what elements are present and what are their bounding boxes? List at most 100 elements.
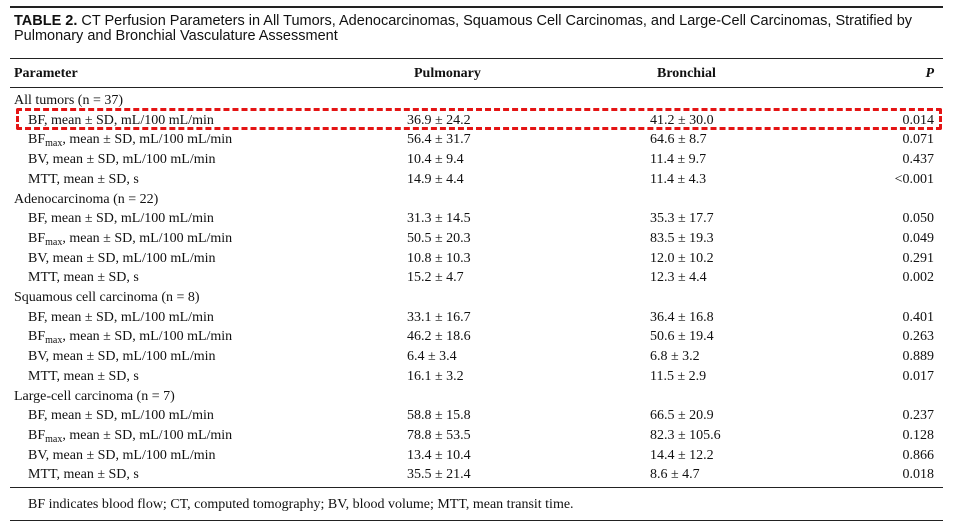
bronchial-cell: 8.6 ± 4.7 <box>650 467 700 483</box>
parameter-cell: BFmax, mean ± SD, mL/100 mL/min <box>28 230 233 248</box>
parameter-cell: BF, mean ± SD, mL/100 mL/min <box>28 309 214 325</box>
pulmonary-cell: 13.4 ± 10.4 <box>407 447 471 463</box>
top-rule <box>10 6 943 8</box>
table-footnote: BF indicates blood flow; CT, computed to… <box>28 497 574 512</box>
p-value-cell: 0.018 <box>902 467 935 483</box>
bronchial-cell: 11.5 ± 2.9 <box>650 368 707 384</box>
pulmonary-cell: 56.4 ± 31.7 <box>407 132 471 148</box>
parameter-cell: MTT, mean ± SD, s <box>28 467 139 483</box>
pulmonary-cell: 58.8 ± 15.8 <box>407 408 471 424</box>
parameter-cell: BFmax, mean ± SD, mL/100 mL/min <box>28 132 232 149</box>
table-row: MTT, mean ± SD, s 35.5 ± 21.4 8.6 ± 4.7 0.0… <box>0 465 960 485</box>
header-bronchial: Bronchial <box>657 66 716 81</box>
p-value-cell: 0.017 <box>902 368 935 384</box>
group-label: Adenocarcinoma (n = 22) <box>14 191 159 207</box>
parameter-cell: MTT, mean ± SD, s <box>28 270 139 286</box>
bronchial-cell: 83.5 ± 19.3 <box>650 230 714 246</box>
pulmonary-cell: 10.8 ± 10.3 <box>407 250 471 266</box>
p-value-cell: 0.401 <box>902 309 935 325</box>
highlight-box <box>16 108 942 130</box>
parameter-cell: MTT, mean ± SD, s <box>28 171 139 187</box>
parameter-main: BF <box>28 427 46 443</box>
p-value-cell: 0.128 <box>902 427 935 443</box>
bronchial-cell: 66.5 ± 20.9 <box>650 408 714 424</box>
table-row: BFmax, mean ± SD, mL/100 mL/min 50.5 ± 20… <box>0 229 960 249</box>
bronchial-cell: 41.2 ± 30.0 <box>650 112 714 128</box>
group-row: Squamous cell carcinoma (n = 8) <box>0 288 960 308</box>
table-row: BF, mean ± SD, mL/100 mL/min 58.8 ± 15.8 6… <box>0 406 960 426</box>
parameter-cell: BFmax, mean ± SD, mL/100 mL/min <box>28 329 233 347</box>
parameter-cell: BF, mean ± SD, mL/100 mL/min <box>28 408 214 424</box>
pulmonary-cell: 33.1 ± 16.7 <box>407 309 471 325</box>
table-label: TABLE 2. <box>14 13 78 29</box>
p-value-cell: 0.050 <box>902 211 935 227</box>
table-row: BFmax, mean ± SD, mL/100 mL/min 46.2 ± 18… <box>0 327 960 347</box>
footnote-bottom-rule <box>10 520 943 521</box>
table-row: MTT, mean ± SD, s 16.1 ± 3.2 11.5 ± 2.9 0.0… <box>0 367 960 387</box>
pulmonary-cell: 14.9 ± 4.4 <box>407 171 464 187</box>
group-row: Adenocarcinoma (n = 22) <box>0 190 960 210</box>
caption-line-2: Pulmonary and Bronchial Vasculature Asse… <box>14 28 338 44</box>
parameter-cell: BV, mean ± SD, mL/100 mL/min <box>28 152 216 168</box>
p-value-cell: 0.291 <box>902 250 935 266</box>
pulmonary-cell: 15.2 ± 4.7 <box>407 270 464 286</box>
p-value-cell: 0.237 <box>902 408 935 424</box>
parameter-cell: BFmax, mean ± SD, mL/100 mL/min <box>28 427 233 445</box>
caption-line-1: CT Perfusion Parameters in All Tumors, A… <box>81 13 913 29</box>
header-p-value: P <box>925 66 934 81</box>
parameter-subscript: max <box>45 335 63 347</box>
p-value-cell: 0.049 <box>902 230 935 246</box>
parameter-cell: BV, mean ± SD, mL/100 mL/min <box>28 447 216 463</box>
group-label: Squamous cell carcinoma (n = 8) <box>14 290 200 305</box>
pulmonary-cell: 36.9 ± 24.2 <box>407 112 471 128</box>
group-label: Large-cell carcinoma (n = 7) <box>14 388 175 404</box>
bronchial-cell: 82.3 ± 105.6 <box>650 427 721 443</box>
pulmonary-cell: 78.8 ± 53.5 <box>407 427 471 443</box>
group-row: All tumors (n = 37) <box>0 91 960 111</box>
parameter-rest: , mean ± SD, mL/100 mL/min <box>62 427 233 443</box>
table-caption: TABLE 2. CT Perfusion Parameters in All … <box>14 14 934 44</box>
p-value-cell: 0.263 <box>902 329 935 345</box>
group-label: All tumors (n = 37) <box>14 93 123 108</box>
table-row: BFmax, mean ± SD, mL/100 mL/min 78.8 ± 53… <box>0 426 960 446</box>
parameter-main: BF <box>28 230 46 246</box>
pulmonary-cell: 6.4 ± 3.4 <box>407 349 457 365</box>
bronchial-cell: 64.6 ± 8.7 <box>650 132 707 148</box>
p-value-cell: 0.071 <box>902 132 935 148</box>
bronchial-cell: 11.4 ± 9.7 <box>650 152 707 168</box>
bronchial-cell: 36.4 ± 16.8 <box>650 309 714 325</box>
parameter-main: BF <box>28 132 46 148</box>
parameter-subscript: max <box>45 433 63 445</box>
parameter-subscript: max <box>45 236 63 248</box>
table-row: BV, mean ± SD, mL/100 mL/min 13.4 ± 10.4 1… <box>0 446 960 466</box>
parameter-cell: BF, mean ± SD, mL/100 mL/min <box>28 112 214 128</box>
bronchial-cell: 14.4 ± 12.2 <box>650 447 714 463</box>
bronchial-cell: 11.4 ± 4.3 <box>650 171 707 187</box>
pulmonary-cell: 16.1 ± 3.2 <box>407 368 464 384</box>
table-row: BFmax, mean ± SD, mL/100 mL/min 56.4 ± 31… <box>0 130 960 150</box>
bronchial-cell: 6.8 ± 3.2 <box>650 349 700 365</box>
header-top-rule <box>10 58 943 59</box>
table-row: BV, mean ± SD, mL/100 mL/min 6.4 ± 3.4 6.8… <box>0 347 960 367</box>
bronchial-cell: 50.6 ± 19.4 <box>650 329 714 345</box>
table-row: MTT, mean ± SD, s 15.2 ± 4.7 12.3 ± 4.4 0.0… <box>0 268 960 288</box>
bronchial-cell: 35.3 ± 17.7 <box>650 211 714 227</box>
group-row: Large-cell carcinoma (n = 7) <box>0 387 960 407</box>
p-value-cell: 0.014 <box>902 112 935 128</box>
table-row: BF, mean ± SD, mL/100 mL/min 33.1 ± 16.7 3… <box>0 308 960 328</box>
parameter-rest: , mean ± SD, mL/100 mL/min <box>62 230 233 246</box>
header-parameter: Parameter <box>14 66 78 81</box>
pulmonary-cell: 46.2 ± 18.6 <box>407 329 471 345</box>
parameter-main: BF <box>28 329 46 345</box>
table-row: BF, mean ± SD, mL/100 mL/min 36.9 ± 24.2 4… <box>0 111 960 131</box>
p-value-cell: 0.889 <box>902 349 935 365</box>
pulmonary-cell: 35.5 ± 21.4 <box>407 467 471 483</box>
parameter-cell: MTT, mean ± SD, s <box>28 368 139 384</box>
bronchial-cell: 12.3 ± 4.4 <box>650 270 707 286</box>
parameter-cell: BV, mean ± SD, mL/100 mL/min <box>28 250 216 266</box>
pulmonary-cell: 50.5 ± 20.3 <box>407 230 471 246</box>
parameter-rest: , mean ± SD, mL/100 mL/min <box>62 329 233 345</box>
pulmonary-cell: 31.3 ± 14.5 <box>407 211 471 227</box>
p-value-cell: 0.437 <box>902 152 935 168</box>
parameter-cell: BF, mean ± SD, mL/100 mL/min <box>28 211 214 227</box>
